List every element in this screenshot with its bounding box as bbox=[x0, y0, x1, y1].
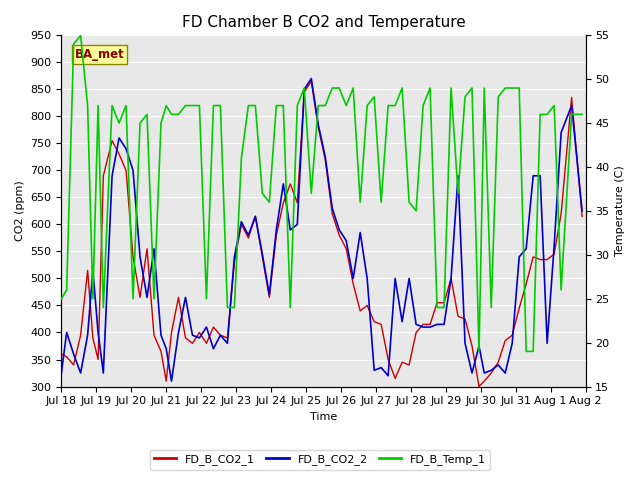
Y-axis label: CO2 (ppm): CO2 (ppm) bbox=[15, 180, 25, 241]
Y-axis label: Temperature (C): Temperature (C) bbox=[615, 166, 625, 256]
Title: FD Chamber B CO2 and Temperature: FD Chamber B CO2 and Temperature bbox=[182, 15, 465, 30]
Legend: FD_B_CO2_1, FD_B_CO2_2, FD_B_Temp_1: FD_B_CO2_1, FD_B_CO2_2, FD_B_Temp_1 bbox=[150, 450, 490, 469]
X-axis label: Time: Time bbox=[310, 412, 337, 422]
Text: BA_met: BA_met bbox=[74, 48, 124, 60]
